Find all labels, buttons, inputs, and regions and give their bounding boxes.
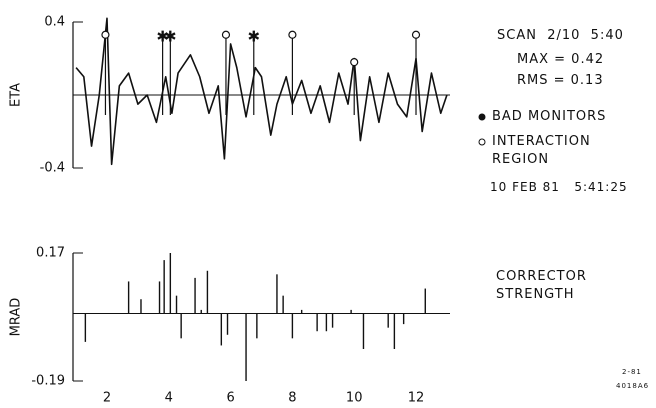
- bad-monitor: ✱: [156, 27, 169, 45]
- bad-monitor: ✱: [164, 27, 177, 45]
- corrector-bar: [194, 277, 196, 314]
- annotation: STRENGTH: [496, 287, 575, 302]
- legend-symbol: [478, 138, 486, 146]
- corrector-bar: [175, 295, 178, 314]
- corrector-bar: [300, 309, 303, 314]
- annotation: CORRECTOR: [496, 269, 587, 284]
- x-tick-label: 12: [408, 391, 425, 406]
- x-tick-label: 10: [346, 391, 363, 406]
- x-tick-label: 4: [165, 391, 173, 406]
- y-axis-label: ETA: [9, 83, 24, 107]
- legend-symbol: [478, 113, 486, 121]
- annotation: 10 FEB 81 5:41:25: [490, 180, 628, 194]
- corrector-bar: [163, 260, 165, 314]
- bad-monitor: ✱: [247, 27, 260, 45]
- y-tick-label: 0.17: [36, 246, 65, 261]
- x-tick-label: 2: [103, 391, 111, 406]
- interaction-region: [101, 30, 110, 39]
- corrector-bar: [226, 313, 229, 335]
- interaction-region: [288, 30, 297, 39]
- interaction-region: [411, 30, 421, 39]
- annotation: SCAN 2/10 5:40: [497, 28, 624, 43]
- corrector-bar: [402, 313, 405, 325]
- annotation: 2-81: [622, 368, 642, 376]
- annotation: RMS = 0.13: [517, 73, 604, 88]
- legend-label: INTERACTION REGION: [492, 134, 591, 167]
- legend-label: BAD MONITORS: [492, 109, 607, 124]
- x-tick-label: 8: [288, 391, 296, 406]
- corrector-bar: [84, 313, 87, 342]
- corrector-bar: [276, 274, 278, 314]
- corrector-bar: [256, 313, 258, 339]
- interaction-region: [221, 30, 231, 39]
- interaction-region: [350, 58, 359, 67]
- eta-curve: [75, 17, 448, 166]
- corrector-bar: [206, 270, 209, 314]
- corrector-bar: [169, 253, 172, 314]
- annotation: MAX = 0.42: [517, 52, 605, 67]
- y-axis-label: MRAD: [9, 298, 24, 337]
- corrector-bar: [362, 313, 365, 349]
- corrector-bar: [127, 281, 130, 314]
- corrector-bar: [393, 313, 396, 349]
- corrector-bar: [140, 299, 142, 314]
- corrector-bar: [282, 295, 284, 314]
- corrector-bar: [316, 313, 318, 332]
- corrector-bar: [200, 309, 202, 314]
- corrector-bar: [387, 313, 389, 328]
- corrector-bar: [325, 313, 328, 332]
- y-tick-label: -0.4: [40, 161, 65, 176]
- corrector-bar: [220, 313, 223, 346]
- corrector-bar: [350, 309, 352, 314]
- corrector-bar: [331, 313, 334, 328]
- annotation: 4018A6: [616, 382, 650, 390]
- corrector-bar: [424, 288, 426, 314]
- corrector-bar: [291, 313, 294, 339]
- y-tick-label: -0.19: [31, 374, 65, 389]
- corrector-bar: [158, 281, 161, 314]
- y-tick-label: 0.4: [44, 15, 65, 30]
- x-tick-label: 6: [226, 391, 234, 406]
- corrector-bar: [180, 313, 182, 339]
- corrector-bar: [245, 313, 247, 381]
